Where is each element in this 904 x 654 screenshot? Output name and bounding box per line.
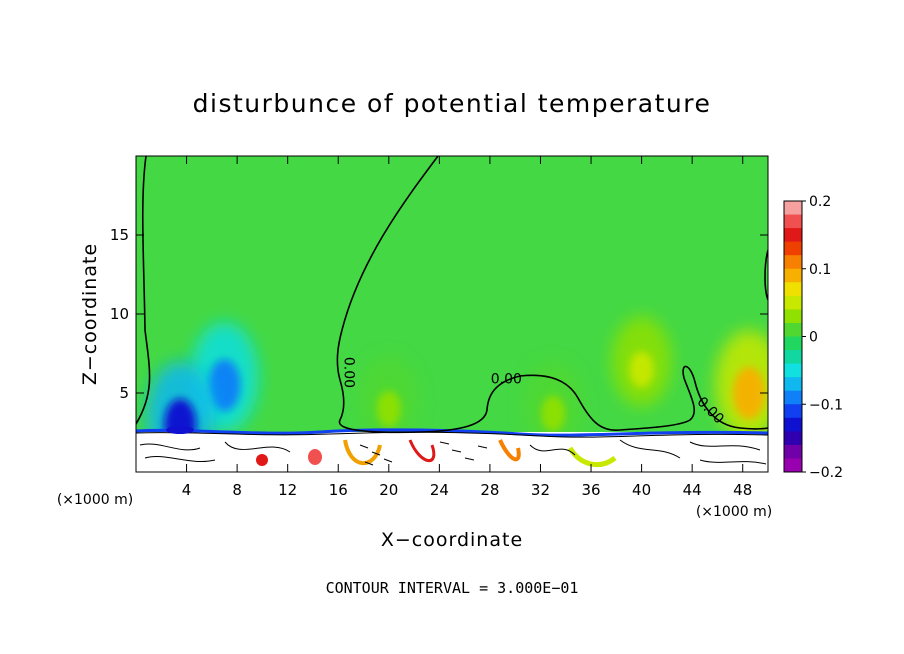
contour-label: 0.00 xyxy=(491,372,522,388)
warm-anomaly-core xyxy=(733,367,766,420)
y-tick-label: 15 xyxy=(110,226,129,244)
y-tick-label: 5 xyxy=(119,384,129,402)
warm-anomaly-core xyxy=(541,395,566,432)
zero-contours xyxy=(136,156,768,434)
colorbar-tick-label: 0.2 xyxy=(809,194,831,210)
y-axis-label: Z−coordinate xyxy=(79,243,101,385)
x-tick-label: 28 xyxy=(480,481,499,499)
cold-anomaly-core xyxy=(208,359,241,412)
x-unit-left: (×1000 m) xyxy=(57,492,133,508)
x-tick-label: 12 xyxy=(278,481,297,499)
colorbar-swatch xyxy=(784,444,802,459)
colorbar-swatch xyxy=(784,282,802,297)
colorbar-tick-label: −0.1 xyxy=(809,397,843,413)
contour-label: 0.00 xyxy=(341,357,357,388)
colorbar-swatch xyxy=(784,255,802,270)
x-tick-label: 48 xyxy=(733,481,752,499)
colorbar-swatch xyxy=(784,309,802,324)
colorbar-swatch xyxy=(784,377,802,392)
chart-title: disturbunce of potential temperature xyxy=(193,89,712,118)
colorbar-swatch xyxy=(784,336,802,351)
colorbar-labels: 0.2 0.1 0 −0.1 −0.2 xyxy=(802,194,843,481)
x-tick-label: 16 xyxy=(329,481,348,499)
colorbar-swatch xyxy=(784,214,802,229)
colorbar-tick-label: 0.1 xyxy=(809,262,831,278)
colorbar-swatch xyxy=(784,322,802,337)
x-tick-label: 8 xyxy=(232,481,242,499)
colorbar xyxy=(783,200,803,473)
warm-anomaly-core xyxy=(629,351,654,388)
x-tick-label: 24 xyxy=(430,481,449,499)
x-unit-right: (×1000 m) xyxy=(696,504,772,520)
x-tick-label: 4 xyxy=(182,481,192,499)
colorbar-swatch xyxy=(784,350,802,365)
x-axis-label: X−coordinate xyxy=(381,529,523,551)
contour-interval-label: CONTOUR INTERVAL = 3.000E−01 xyxy=(326,579,579,597)
x-tick-label: 32 xyxy=(531,481,550,499)
x-axis: 4 8 12 16 20 24 28 32 36 40 44 48 xyxy=(182,156,752,499)
x-tick-label: 36 xyxy=(581,481,600,499)
colorbar-swatch xyxy=(784,241,802,256)
field-area: 0.00 0.000.00 xyxy=(136,156,768,472)
y-tick-label: 10 xyxy=(110,305,129,323)
warm-anomaly-core xyxy=(376,390,401,427)
colorbar-swatch xyxy=(784,295,802,310)
colorbar-swatch xyxy=(784,201,802,216)
colorbar-swatch xyxy=(784,404,802,419)
x-tick-label: 40 xyxy=(632,481,651,499)
colorbar-swatch xyxy=(784,228,802,243)
colorbar-swatch xyxy=(784,268,802,283)
colorbar-tick-label: −0.2 xyxy=(809,465,843,481)
colorbar-swatch xyxy=(784,417,802,432)
colorbar-tick-label: 0 xyxy=(809,330,818,346)
colorbar-swatch xyxy=(784,458,802,473)
x-tick-label: 20 xyxy=(379,481,398,499)
x-tick-label: 44 xyxy=(683,481,702,499)
field-anomalies xyxy=(146,316,768,472)
boundary-layer xyxy=(136,426,768,472)
colorbar-swatch xyxy=(784,390,802,405)
y-axis: 5 10 15 xyxy=(110,226,768,402)
colorbar-swatch xyxy=(784,431,802,446)
colorbar-swatch xyxy=(784,363,802,378)
